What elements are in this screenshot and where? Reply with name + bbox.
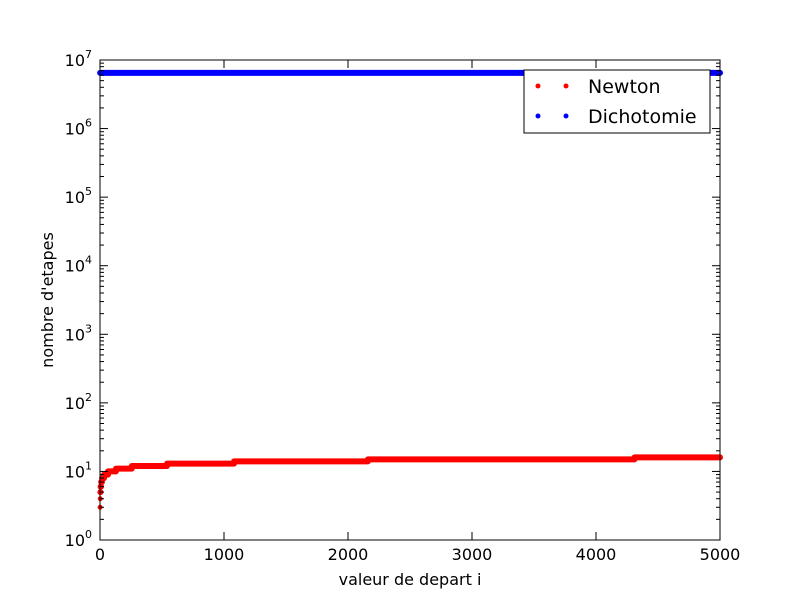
x-tick-label: 4000 (576, 545, 617, 564)
x-tick-label: 5000 (700, 545, 741, 564)
legend-label-newton: Newton (588, 76, 661, 98)
data-point (129, 463, 135, 469)
data-point (632, 454, 638, 460)
x-tick-label: 1000 (204, 545, 245, 564)
legend-marker-dichotomie-2 (563, 113, 569, 119)
x-axis-label: valeur de depart i (339, 570, 482, 589)
legend-marker-dichotomie-1 (535, 113, 541, 119)
x-tick-label: 2000 (328, 545, 369, 564)
legend-marker-newton-1 (535, 83, 541, 89)
x-tick-label: 0 (95, 545, 105, 564)
legend: Newton Dichotomie (523, 69, 711, 134)
legend-box (523, 69, 711, 134)
ticks-layer: 0 1000 2000 3000 4000 50001001011021031041051… (65, 48, 741, 564)
data-point (113, 466, 119, 472)
data-point (101, 472, 107, 478)
x-tick-label: 3000 (452, 545, 493, 564)
data-point (164, 461, 170, 467)
data-point (105, 468, 111, 474)
data-point (365, 456, 371, 462)
legend-label-dichotomie: Dichotomie (588, 106, 697, 128)
plot-frame (99, 59, 721, 541)
data-point (231, 458, 237, 464)
y-axis-label: nombre d'etapes (38, 232, 57, 368)
legend-marker-newton-2 (563, 83, 569, 89)
